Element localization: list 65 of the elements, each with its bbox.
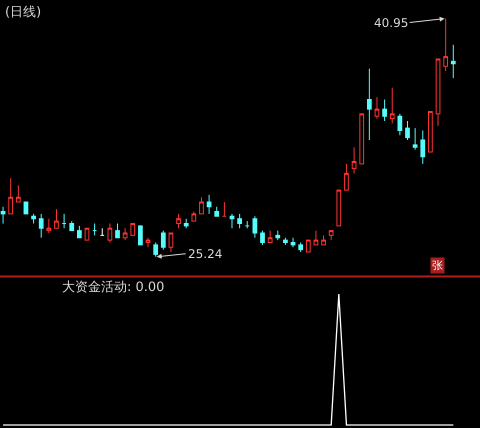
candlestick <box>260 230 265 246</box>
annotation: 25.24 <box>188 247 222 261</box>
candlestick <box>84 228 90 241</box>
candlestick <box>153 242 158 258</box>
candlestick <box>290 237 296 248</box>
candlestick <box>54 208 59 229</box>
candlestick <box>191 211 196 222</box>
candlestick <box>390 87 395 124</box>
chart-title: 大资金活动: 0.00 <box>62 280 164 295</box>
candlestick <box>450 44 456 79</box>
candlestick <box>436 58 440 126</box>
candlestick <box>359 113 364 164</box>
candlestick <box>184 218 189 229</box>
candlestick <box>428 110 433 152</box>
candlestick <box>328 230 334 241</box>
candlestick <box>168 232 174 253</box>
candlestick <box>38 213 44 238</box>
candlestick <box>374 96 380 120</box>
candlestick <box>46 218 52 234</box>
candlestick <box>176 213 181 229</box>
candlestick <box>244 220 250 229</box>
candlestick <box>321 234 326 246</box>
candlestick <box>336 190 342 226</box>
candlestick <box>314 230 318 246</box>
candlestick <box>366 68 372 141</box>
candlestick <box>130 222 136 236</box>
candlestick <box>100 228 105 236</box>
candlestick <box>76 225 82 238</box>
candlestick <box>420 130 426 164</box>
candlestick <box>214 206 220 217</box>
text: 张 <box>432 259 443 272</box>
candlestick <box>306 240 311 253</box>
candlestick <box>108 222 112 244</box>
candlestick <box>115 222 120 238</box>
candlestick <box>268 230 273 244</box>
candlestick <box>398 113 402 136</box>
candlestick <box>412 128 418 150</box>
candlestick <box>382 99 387 122</box>
candlestick <box>92 222 97 236</box>
candlestick <box>0 206 6 224</box>
candlestick <box>62 213 66 229</box>
candlestick <box>275 230 280 241</box>
candlestick <box>31 213 36 224</box>
candlestick <box>237 213 242 229</box>
candlestick <box>69 220 74 232</box>
candlestick <box>206 194 212 214</box>
candlestick <box>160 230 166 250</box>
candlestick <box>146 237 150 248</box>
candlestick <box>283 237 288 246</box>
candlestick <box>405 120 410 141</box>
candlestick <box>230 213 234 229</box>
candlestick <box>344 163 349 191</box>
chart-title: (日线) <box>5 5 42 20</box>
candlestick <box>222 202 227 217</box>
candlestick <box>16 184 21 203</box>
candlestick <box>8 178 14 214</box>
candlestick <box>443 18 448 72</box>
candlestick <box>199 196 204 214</box>
candlestick <box>24 202 28 214</box>
candlestick <box>298 242 304 253</box>
candlestick <box>138 225 143 246</box>
candlestick <box>352 146 356 174</box>
candlestick <box>252 216 258 238</box>
annotation: 40.95 <box>374 16 408 30</box>
candlestick <box>122 228 128 241</box>
